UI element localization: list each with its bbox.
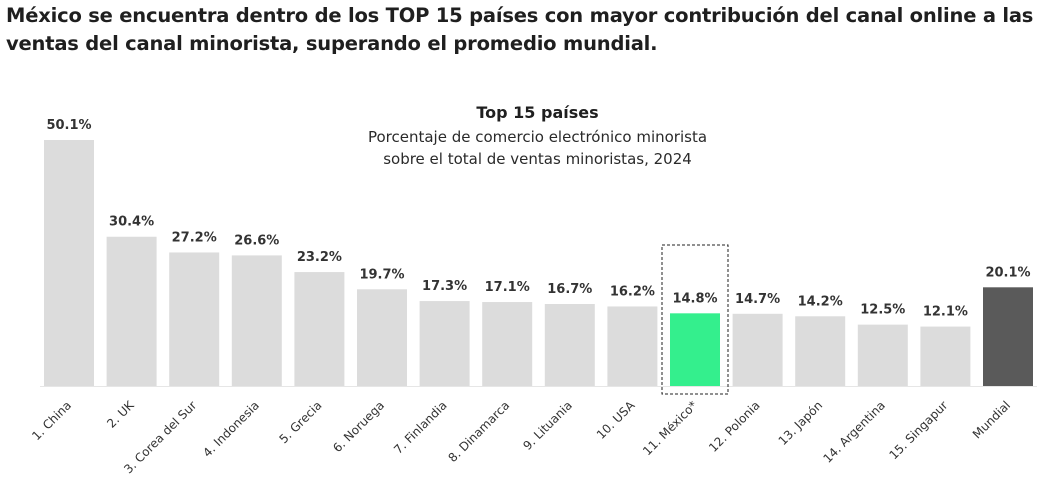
- category-label-13: 13. Japón: [776, 398, 826, 448]
- bar-16: [983, 287, 1033, 386]
- value-label-16: 20.1%: [985, 265, 1030, 280]
- category-label-5: 5. Grecia: [277, 398, 325, 446]
- headline: México se encuentra dentro de los TOP 15…: [6, 4, 1034, 55]
- bar-6: [357, 289, 407, 386]
- bar-15: [920, 326, 971, 386]
- bar-5: [294, 272, 345, 386]
- category-label-11: 11. México*: [640, 398, 700, 458]
- category-label-10: 10. USA: [594, 398, 638, 442]
- bar-12: [732, 313, 783, 386]
- highlight-box-mexico: [661, 244, 729, 395]
- bar-10: [607, 306, 658, 386]
- bar-14: [857, 324, 908, 386]
- category-label-14: 14. Argentina: [820, 398, 887, 465]
- value-label-3: 27.2%: [172, 230, 217, 245]
- category-label-15: 15. Singapur: [886, 398, 950, 462]
- bar-3: [169, 252, 220, 386]
- category-label-9: 9. Lituania: [520, 398, 575, 453]
- category-label-2: 2. UK: [104, 397, 137, 430]
- bar-4: [231, 255, 282, 386]
- category-label-7: 7. Finlandia: [391, 398, 450, 457]
- value-label-1: 50.1%: [46, 118, 91, 133]
- category-label-12: 12. Polonia: [706, 398, 763, 455]
- value-label-8: 17.1%: [485, 280, 530, 295]
- value-label-15: 12.1%: [923, 305, 968, 320]
- chart-subtitle: Porcentaje de comercio electrónico minor…: [280, 126, 795, 170]
- category-label-16: Mundial: [970, 398, 1013, 441]
- category-label-8: 8. Dinamarca: [446, 398, 513, 465]
- value-label-11: 14.8%: [672, 291, 717, 306]
- category-label-4: 4. Indonesia: [200, 398, 262, 460]
- value-label-9: 16.7%: [547, 282, 592, 297]
- bar-13: [795, 316, 846, 386]
- bar-8: [482, 302, 533, 386]
- value-label-14: 12.5%: [860, 303, 905, 318]
- bar-9: [544, 304, 595, 386]
- chart-subtitle-line2: sobre el total de ventas minoristas, 202…: [383, 150, 692, 168]
- bar-7: [419, 301, 470, 386]
- value-label-4: 26.6%: [234, 233, 279, 248]
- value-label-7: 17.3%: [422, 279, 467, 294]
- value-label-5: 23.2%: [297, 250, 342, 265]
- bar-1: [44, 140, 94, 386]
- value-label-12: 14.7%: [735, 292, 780, 307]
- value-label-13: 14.2%: [798, 294, 843, 309]
- value-label-2: 30.4%: [109, 215, 154, 230]
- value-label-6: 19.7%: [359, 267, 404, 282]
- bar-2: [106, 236, 157, 386]
- chart-title: Top 15 países: [476, 103, 599, 122]
- chart-subtitle-line1: Porcentaje de comercio electrónico minor…: [367, 128, 708, 146]
- category-label-6: 6. Noruega: [330, 398, 387, 455]
- category-label-1: 1. China: [29, 398, 74, 443]
- bar-11: [670, 313, 720, 386]
- value-label-10: 16.2%: [610, 284, 655, 299]
